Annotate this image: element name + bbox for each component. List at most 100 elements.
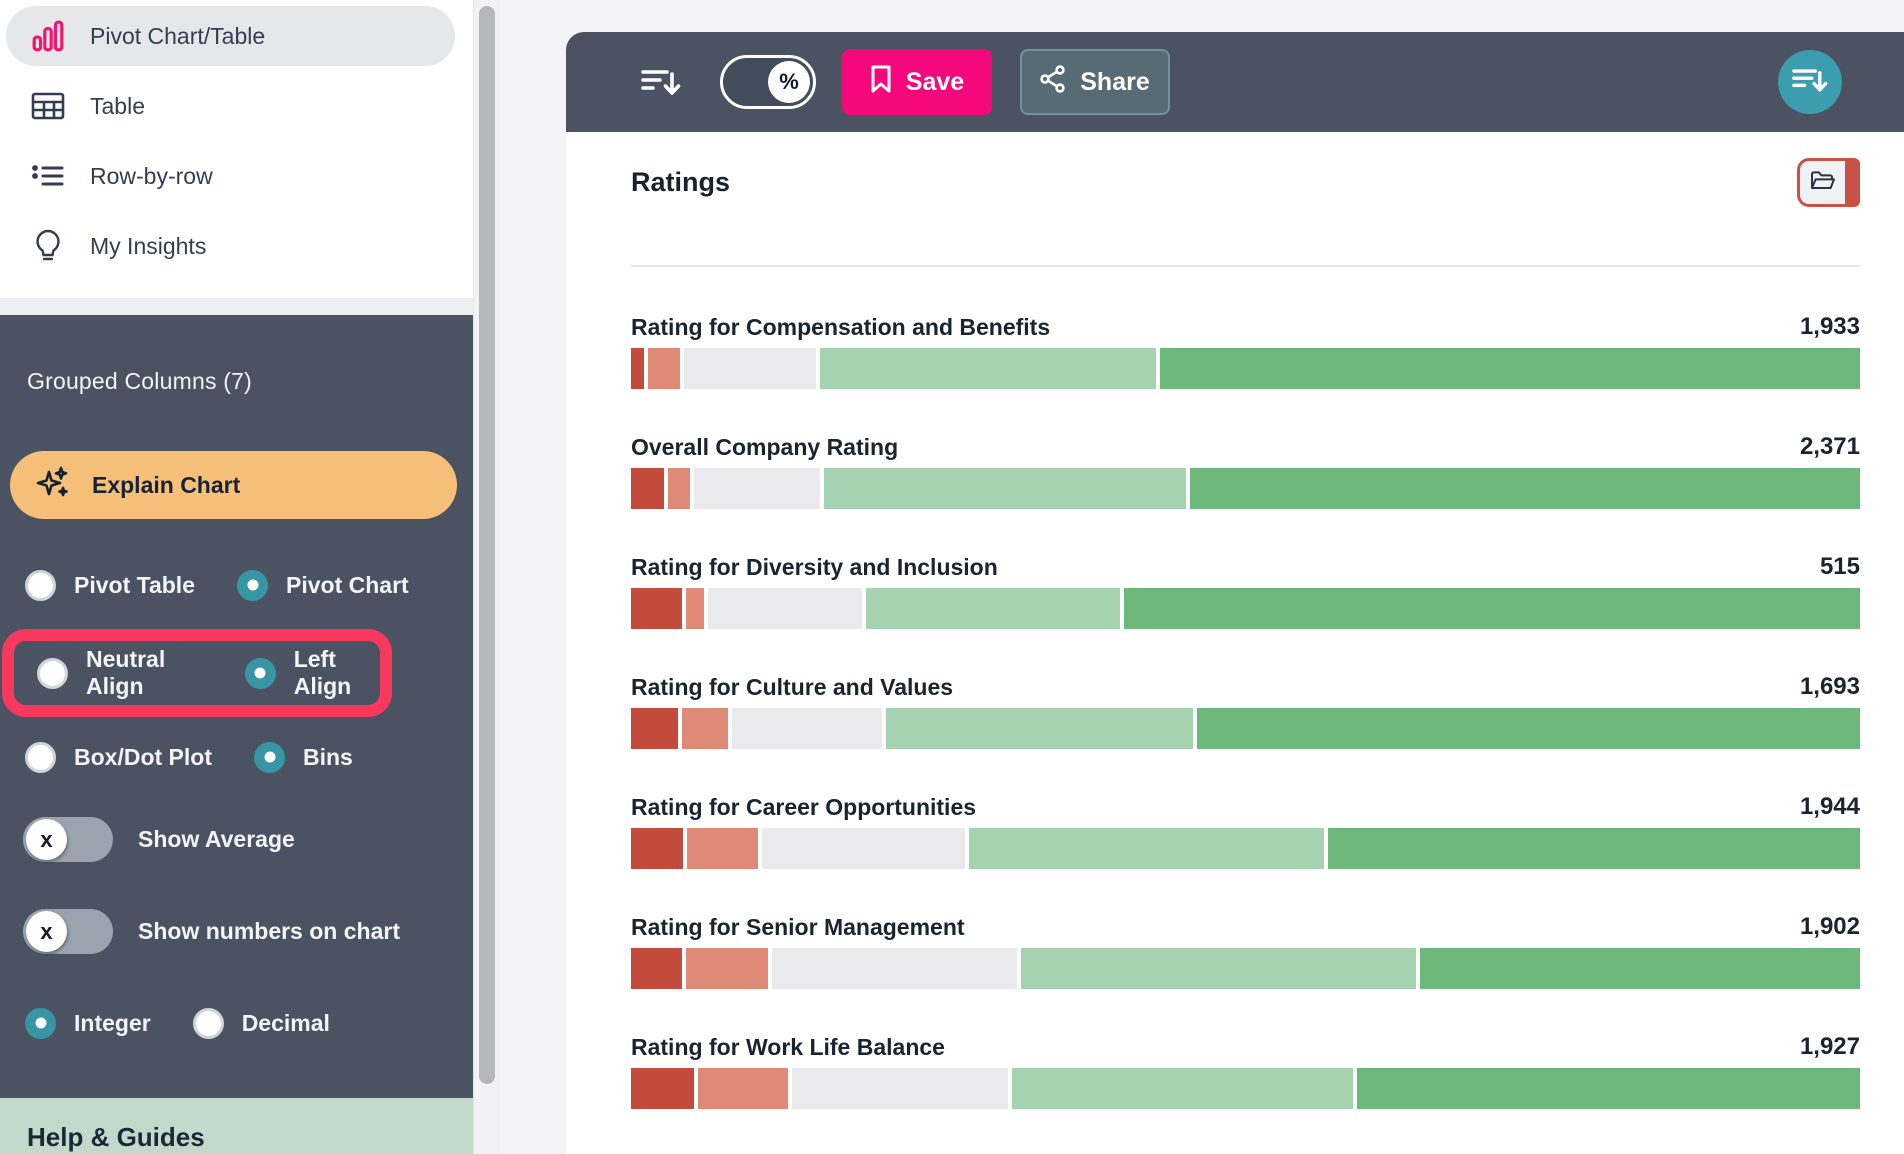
bar-segment-dark-red[interactable] [631, 708, 679, 749]
share-button[interactable]: Share [1020, 49, 1170, 115]
bar-segment-green[interactable] [1190, 468, 1860, 509]
toggle-knob[interactable]: x [26, 819, 67, 860]
radio-label: Integer [74, 1009, 151, 1036]
radio-pivot-chart-selected[interactable] [237, 569, 268, 601]
radio-bins-selected[interactable] [254, 741, 285, 773]
explain-chart-button[interactable]: Explain Chart [10, 451, 457, 519]
bar-segment-salmon[interactable] [682, 708, 729, 749]
chart-row-label: Rating for Senior Management [631, 913, 965, 940]
chart-row-label: Rating for Diversity and Inclusion [631, 553, 998, 580]
bar-segment-neutral-gray[interactable] [761, 828, 966, 869]
chart-row-label: Overall Company Rating [631, 433, 899, 460]
bar-segment-salmon[interactable] [685, 588, 705, 629]
sidebar-item-my-insights[interactable]: My Insights [6, 216, 455, 276]
bar-segment-neutral-gray[interactable] [772, 948, 1018, 989]
bar-segment-neutral-gray[interactable] [708, 588, 863, 629]
folder-icon [1809, 169, 1837, 196]
sidebar-divider [0, 298, 473, 315]
stacked-bar [631, 588, 1860, 629]
bar-segment-light-green[interactable] [969, 828, 1324, 869]
radio-left-align-selected[interactable] [244, 657, 276, 689]
sidebar-scrollbar-thumb[interactable] [479, 6, 495, 1084]
stacked-bar [631, 708, 1861, 749]
help-guides-section[interactable]: Help & Guides [0, 1098, 473, 1154]
lightbulb-icon [30, 229, 66, 263]
radio-integer-selected[interactable] [25, 1007, 56, 1039]
bar-segment-dark-red[interactable] [631, 948, 682, 989]
radio-pivot-table[interactable] [25, 569, 56, 601]
bar-segment-green[interactable] [1196, 708, 1861, 749]
bar-segment-salmon[interactable] [667, 468, 690, 509]
bar-segment-neutral-gray[interactable] [693, 468, 820, 509]
share-label: Share [1080, 67, 1150, 96]
radio-label: Pivot Table [74, 571, 195, 598]
page-title: Ratings [631, 166, 731, 197]
save-button[interactable]: Save [842, 49, 992, 115]
chart-row-overall-company-rating: Overall Company Rating 2,371 [631, 430, 1860, 509]
stacked-bar [631, 1068, 1860, 1109]
chart-row-header: Rating for Senior Management 1,902 [631, 910, 1860, 944]
sidebar-item-table[interactable]: Table [6, 76, 455, 136]
bar-segment-green[interactable] [1356, 1068, 1860, 1109]
sidebar-item-row-by-row[interactable]: Row-by-row [6, 146, 455, 206]
toggle-label: Show Average [138, 826, 295, 852]
bar-segment-dark-red[interactable] [631, 1068, 695, 1109]
help-guides-label: Help & Guides [27, 1122, 205, 1152]
settings-panel: Grouped Columns (7) Explain Chart Pivot … [0, 315, 473, 1098]
percent-toggle-knob[interactable]: % [768, 61, 810, 103]
bar-segment-green[interactable] [1327, 828, 1860, 869]
bar-segment-light-green[interactable] [885, 708, 1193, 749]
bar-segment-green[interactable] [1419, 948, 1860, 989]
bar-segment-light-green[interactable] [1021, 948, 1416, 989]
radio-box-dot-plot[interactable] [25, 741, 56, 773]
bar-segment-neutral-gray[interactable] [683, 348, 817, 389]
bar-segment-light-green[interactable] [1011, 1068, 1353, 1109]
toggle-row-show-average: x Show Average [23, 817, 473, 862]
percent-toggle[interactable]: % [720, 55, 816, 109]
chart-row-value: 1,933 [1799, 313, 1860, 340]
sidebar-item-pivot-chart-table[interactable]: Pivot Chart/Table [6, 6, 455, 66]
chart-toolbar: % Save [566, 32, 1904, 132]
bar-segment-salmon[interactable] [648, 348, 680, 389]
radio-decimal[interactable] [192, 1007, 224, 1039]
toggle-show-numbers-on-chart-off[interactable]: x [23, 909, 113, 954]
folder-button[interactable] [1797, 157, 1860, 207]
save-label: Save [905, 67, 965, 96]
sort-descending-icon[interactable] [638, 62, 684, 102]
sidebar-item-label: Row-by-row [90, 162, 213, 189]
radio-label: Neutral Align [86, 646, 166, 699]
bar-segment-salmon[interactable] [698, 1068, 788, 1109]
chart-row-label: Rating for Culture and Values [631, 673, 954, 700]
toggle-show-average-off[interactable]: x [23, 817, 113, 862]
bar-segment-dark-red[interactable] [631, 828, 684, 869]
stacked-bar [631, 828, 1860, 869]
bar-segment-dark-red[interactable] [631, 468, 664, 509]
bar-segment-light-green[interactable] [823, 468, 1187, 509]
bar-segment-salmon[interactable] [685, 948, 769, 989]
radio-label: Decimal [241, 1009, 330, 1036]
bar-segment-light-green[interactable] [866, 588, 1120, 629]
chart-row-value: 515 [1819, 553, 1860, 580]
main-area: % Save [500, 0, 1904, 1154]
bar-segment-dark-red[interactable] [631, 348, 645, 389]
bar-segment-light-green[interactable] [820, 348, 1157, 389]
bar-segment-neutral-gray[interactable] [791, 1068, 1008, 1109]
radio-neutral-align[interactable] [37, 657, 68, 689]
stacked-bar [631, 348, 1860, 389]
chart-row-rating-for-compensation-and-benefits: Rating for Compensation and Benefits 1,93… [631, 310, 1860, 389]
radio-group: Neutral Align Left Align [37, 646, 380, 699]
toggle-knob[interactable]: x [26, 911, 67, 952]
radio-label: Box/Dot Plot [74, 743, 212, 770]
bar-segment-neutral-gray[interactable] [732, 708, 882, 749]
bar-segment-dark-red[interactable] [631, 588, 682, 629]
bar-segment-green[interactable] [1123, 588, 1860, 629]
radio-label: Left Align [293, 646, 352, 699]
chart-row-header: Overall Company Rating 2,371 [631, 430, 1860, 464]
radio-group: Integer Decimal [25, 1005, 473, 1041]
content-card: % Save [566, 32, 1904, 1154]
radio-label: Bins [303, 743, 353, 770]
bar-segment-salmon[interactable] [687, 828, 758, 869]
sort-options-button[interactable] [1778, 50, 1842, 114]
radio-group: Box/Dot Plot Bins [25, 739, 473, 775]
bar-segment-green[interactable] [1160, 348, 1860, 389]
